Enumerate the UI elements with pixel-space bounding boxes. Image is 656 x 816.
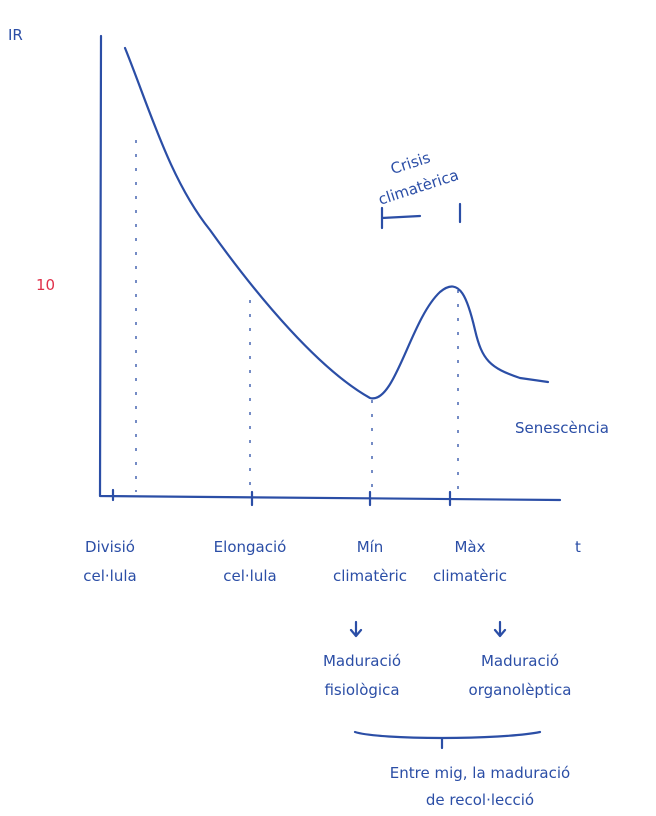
- y-axis-label: IR: [8, 26, 23, 44]
- outcome-label: Maduració: [481, 652, 559, 670]
- respiration-curve: [125, 48, 548, 398]
- x-label: Elongació: [214, 538, 287, 556]
- outcome-label: Maduració: [323, 652, 401, 670]
- axes: [100, 36, 560, 500]
- summary-label: de recol·lecció: [426, 791, 534, 809]
- summary-label: Entre mig, la maduració: [390, 764, 570, 782]
- x-label: climatèric: [333, 567, 407, 585]
- arrows: [351, 622, 505, 636]
- crisis-label: climatèrica: [376, 166, 461, 209]
- outcome-label: fisiològica: [324, 681, 399, 699]
- curve-end-label: Senescència: [515, 419, 609, 437]
- x-axis-label: t: [575, 538, 581, 556]
- x-label: Màx: [454, 538, 485, 556]
- x-label: climatèric: [433, 567, 507, 585]
- brace: [355, 732, 540, 748]
- x-label: cel·lula: [83, 567, 136, 585]
- marker: 10: [36, 276, 55, 294]
- x-label: Mín: [357, 538, 384, 556]
- x-label: Divisió: [85, 538, 135, 556]
- outcome-label: organolèptica: [469, 681, 572, 699]
- crisis-bracket: [382, 204, 460, 228]
- diagram: IR 10 t Senescència Crisisclimatèrica Div…: [0, 0, 656, 816]
- crisis-label: Crisis: [388, 148, 432, 178]
- x-label: cel·lula: [223, 567, 276, 585]
